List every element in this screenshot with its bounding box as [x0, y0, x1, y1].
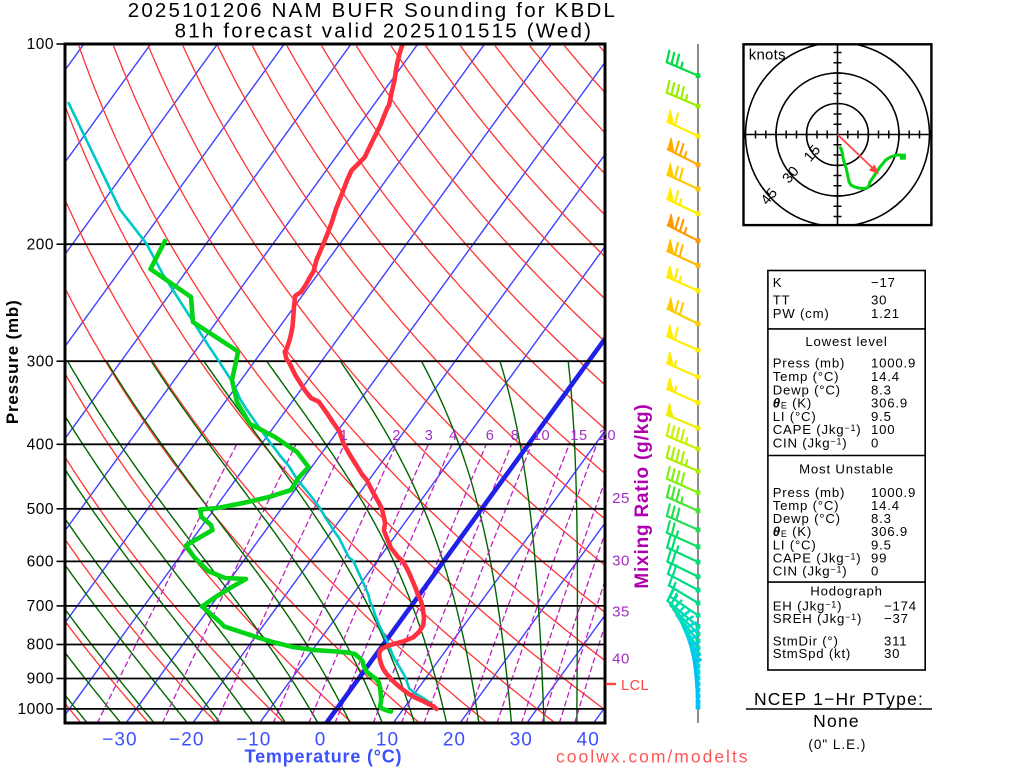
svg-text:StmSpd (kt): StmSpd (kt): [773, 646, 851, 661]
svg-text:1000.9: 1000.9: [871, 356, 916, 371]
svg-text:1: 1: [340, 428, 349, 444]
svg-text:1000: 1000: [18, 701, 54, 718]
svg-text:14.4: 14.4: [871, 498, 900, 513]
svg-text:0: 0: [871, 436, 879, 451]
svg-text:15: 15: [570, 428, 587, 444]
svg-text:400: 400: [27, 437, 54, 454]
svg-text:LI (°C): LI (°C): [773, 409, 817, 424]
svg-text:9.5: 9.5: [871, 409, 892, 424]
svg-text:CIN (Jkg−1): CIN (Jkg−1): [773, 436, 848, 451]
svg-text:600: 600: [27, 554, 54, 571]
svg-text:Press (mb): Press (mb): [773, 356, 845, 371]
svg-text:35: 35: [612, 604, 630, 621]
svg-text:99: 99: [871, 550, 887, 565]
svg-text:900: 900: [27, 671, 54, 688]
svg-text:8: 8: [511, 428, 520, 444]
svg-text:−37: −37: [884, 611, 909, 626]
svg-text:−10: −10: [236, 730, 271, 751]
svg-text:10: 10: [533, 428, 550, 444]
svg-text:500: 500: [27, 501, 54, 518]
svg-text:0: 0: [871, 564, 879, 579]
svg-text:800: 800: [27, 637, 54, 654]
svg-text:0: 0: [315, 730, 327, 751]
svg-text:Dewp (°C): Dewp (°C): [773, 382, 841, 397]
svg-text:10: 10: [376, 730, 399, 751]
svg-text:700: 700: [27, 598, 54, 615]
svg-text:−174: −174: [884, 599, 917, 614]
svg-text:LCL: LCL: [621, 678, 649, 694]
svg-text:30: 30: [510, 730, 533, 751]
svg-text:knots: knots: [749, 47, 786, 64]
svg-text:Press (mb): Press (mb): [773, 485, 845, 500]
svg-text:8.3: 8.3: [871, 511, 892, 526]
svg-text:PW (cm): PW (cm): [773, 306, 830, 321]
svg-text:20: 20: [443, 730, 466, 751]
svg-text:StmDir (°): StmDir (°): [773, 634, 839, 649]
svg-text:1.21: 1.21: [871, 306, 900, 321]
svg-text:6: 6: [486, 428, 495, 444]
svg-text:(0" L.E.): (0" L.E.): [808, 737, 866, 752]
svg-text:20: 20: [599, 428, 616, 444]
svg-text:None: None: [813, 711, 860, 731]
svg-text:3: 3: [425, 428, 434, 444]
svg-text:NCEP 1−Hr PType:: NCEP 1−Hr PType:: [754, 689, 924, 709]
svg-text:14.4: 14.4: [871, 369, 900, 384]
svg-text:30: 30: [884, 646, 900, 661]
svg-text:CAPE (Jkg−1): CAPE (Jkg−1): [773, 550, 862, 565]
svg-text:300: 300: [27, 353, 54, 370]
svg-text:LI (°C): LI (°C): [773, 537, 817, 552]
svg-text:2025101206 NAM BUFR Sounding f: 2025101206 NAM BUFR Sounding for KBDL: [128, 0, 617, 22]
svg-text:CAPE (Jkg−1): CAPE (Jkg−1): [773, 422, 862, 437]
svg-text:−30: −30: [102, 730, 137, 751]
svg-text:−20: −20: [169, 730, 204, 751]
svg-text:Lowest level: Lowest level: [805, 334, 887, 349]
svg-text:−17: −17: [871, 275, 896, 290]
svg-text:306.9: 306.9: [871, 396, 908, 411]
svg-text:Hodograph: Hodograph: [810, 584, 882, 599]
svg-text:2: 2: [392, 428, 401, 444]
svg-text:Temperature (°C): Temperature (°C): [245, 747, 403, 767]
svg-text:40: 40: [577, 730, 600, 751]
svg-text:SREH (Jkg−1): SREH (Jkg−1): [773, 611, 863, 626]
svg-text:Pressure (mb): Pressure (mb): [3, 299, 22, 424]
svg-text:coolwx.com/modelts: coolwx.com/modelts: [556, 747, 750, 767]
svg-text:311: 311: [884, 634, 907, 649]
svg-text:CIN (Jkg−1): CIN (Jkg−1): [773, 564, 848, 579]
svg-text:1000.9: 1000.9: [871, 485, 916, 500]
svg-text:Temp (°C): Temp (°C): [773, 369, 840, 384]
svg-text:40: 40: [612, 651, 630, 668]
svg-text:100: 100: [27, 36, 54, 53]
svg-text:30: 30: [612, 553, 630, 570]
svg-text:EH (Jkg−1): EH (Jkg−1): [773, 599, 843, 614]
svg-text:8.3: 8.3: [871, 382, 892, 397]
svg-text:K: K: [773, 275, 783, 290]
svg-text:Dewp (°C): Dewp (°C): [773, 511, 841, 526]
svg-text:Temp (°C): Temp (°C): [773, 498, 840, 513]
svg-text:100: 100: [871, 422, 895, 437]
svg-text:Most Unstable: Most Unstable: [799, 461, 894, 476]
svg-text:Mixing Ratio (g/kg): Mixing Ratio (g/kg): [632, 403, 653, 588]
svg-text:9.5: 9.5: [871, 537, 892, 552]
svg-text:306.9: 306.9: [871, 524, 908, 539]
svg-text:200: 200: [27, 236, 54, 253]
svg-text:4: 4: [449, 428, 458, 444]
svg-text:TT: TT: [773, 292, 791, 307]
svg-text:81h forecast valid 2025101515: 81h forecast valid 2025101515 (Wed): [175, 20, 594, 43]
svg-text:25: 25: [612, 490, 630, 507]
svg-text:30: 30: [871, 292, 887, 307]
